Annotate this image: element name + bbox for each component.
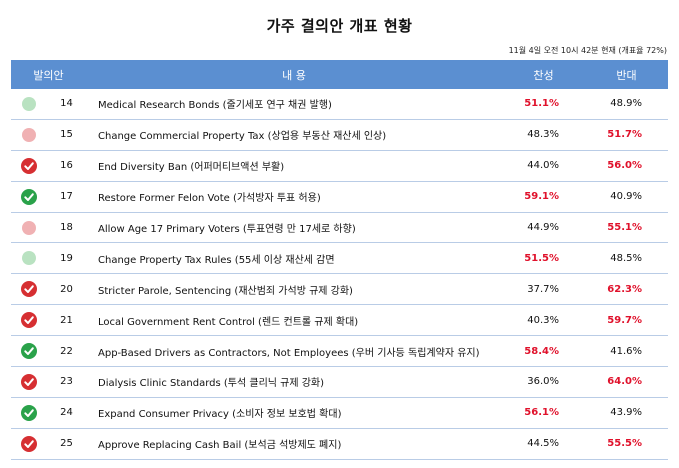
table-row: 22 App-Based Drivers as Contractors, Not … <box>11 336 668 368</box>
check-circle-red-icon <box>11 157 47 174</box>
proposition-name: End Diversity Ban (어퍼머티브액션 부활) <box>98 162 285 174</box>
proposition-number: 25 <box>60 438 73 450</box>
header-proposition: 발의안 <box>33 68 64 82</box>
table-row: 16 End Diversity Ban (어퍼머티브액션 부활) 44.0% 56.… <box>11 151 668 182</box>
table-row: 14 Medical Research Bonds (줄기세포 연구 채권 발행)… <box>11 89 668 120</box>
table-body: 14 Medical Research Bonds (줄기세포 연구 채권 발행)… <box>11 89 668 460</box>
yes-percent: 56.1% <box>524 407 559 419</box>
table-row: 19 Change Property Tax Rules (55세 이상 재산세 … <box>11 243 668 275</box>
light-red-dot-icon <box>11 127 47 142</box>
proposition-number: 24 <box>60 407 73 419</box>
no-percent: 48.9% <box>610 98 642 110</box>
no-percent: 51.7% <box>607 129 642 141</box>
light-green-dot-icon <box>11 251 47 266</box>
no-percent: 41.6% <box>610 345 642 357</box>
light-red-dot-icon <box>11 220 47 235</box>
no-percent: 48.5% <box>610 252 642 264</box>
table-row: 15 Change Commercial Property Tax (상업용 부동… <box>11 120 668 151</box>
check-circle-green-icon <box>11 188 47 205</box>
proposition-name: Stricter Parole, Sentencing (재산범죄 가석방 규제… <box>98 285 353 297</box>
yes-percent: 58.4% <box>524 345 559 357</box>
proposition-number: 19 <box>60 252 73 264</box>
proposition-number: 15 <box>60 129 73 141</box>
yes-percent: 44.9% <box>527 222 559 233</box>
header-content: 내 용 <box>282 68 306 82</box>
proposition-number: 23 <box>60 376 73 388</box>
header-yes: 찬성 <box>533 68 554 82</box>
light-green-dot-icon <box>11 96 47 111</box>
proposition-number: 17 <box>60 191 73 203</box>
no-percent: 56.0% <box>607 160 642 172</box>
proposition-number: 14 <box>60 98 73 110</box>
proposition-name: Change Property Tax Rules (55세 이상 재산세 감면 <box>98 254 335 266</box>
check-circle-red-icon <box>11 312 47 329</box>
yes-percent: 59.1% <box>524 191 559 203</box>
table-row: 21 Local Government Rent Control (렌드 컨트롤 … <box>11 305 668 337</box>
no-percent: 55.5% <box>607 438 642 450</box>
proposition-number: 18 <box>60 222 73 233</box>
no-percent: 40.9% <box>610 191 642 203</box>
check-circle-green-icon <box>11 343 47 360</box>
header-no: 반대 <box>616 68 637 82</box>
check-circle-green-icon <box>11 404 47 421</box>
check-circle-red-icon <box>11 281 47 298</box>
proposition-name: Medical Research Bonds (줄기세포 연구 채권 발행) <box>98 100 332 112</box>
check-circle-red-icon <box>11 373 47 390</box>
table-header: 발의안 내 용 찬성 반대 <box>11 60 668 89</box>
proposition-name: Change Commercial Property Tax (상업용 부동산 … <box>98 131 387 143</box>
proposition-name: Allow Age 17 Primary Voters (투표연령 만 17세로… <box>98 224 356 235</box>
yes-percent: 36.0% <box>527 376 559 388</box>
page-title: 가주 결의안 개표 현황 <box>266 17 413 35</box>
no-percent: 64.0% <box>607 376 642 388</box>
table-row: 24 Expand Consumer Privacy (소비자 정보 보호법 확대… <box>11 398 668 429</box>
proposition-number: 22 <box>60 345 73 357</box>
yes-percent: 44.5% <box>527 438 559 450</box>
yes-percent: 48.3% <box>527 129 559 141</box>
proposition-number: 16 <box>60 160 73 172</box>
no-percent: 62.3% <box>607 283 642 295</box>
table-row: 18 Allow Age 17 Primary Voters (투표연령 만 17… <box>11 213 668 244</box>
no-percent: 55.1% <box>607 222 642 233</box>
proposition-number: 20 <box>60 283 73 295</box>
proposition-name: Approve Replacing Cash Bail (보석금 석방제도 폐지… <box>98 440 342 452</box>
table-row: 25 Approve Replacing Cash Bail (보석금 석방제도 … <box>11 429 668 460</box>
proposition-number: 21 <box>60 314 73 326</box>
no-percent: 59.7% <box>607 314 642 326</box>
no-percent: 43.9% <box>610 407 642 419</box>
proposition-name: Restore Former Felon Vote (가석방자 투표 허용) <box>98 193 321 205</box>
count-status: 11월 4일 오전 10시 42분 현재 (개표율 72%) <box>508 46 667 55</box>
check-circle-red-icon <box>11 435 47 452</box>
yes-percent: 40.3% <box>527 314 559 326</box>
proposition-name: Dialysis Clinic Standards (투석 클리닉 규제 강화) <box>98 378 325 390</box>
proposition-name: Local Government Rent Control (렌드 컨트롤 규제… <box>98 316 359 328</box>
yes-percent: 37.7% <box>527 283 559 295</box>
table-row: 17 Restore Former Felon Vote (가석방자 투표 허용)… <box>11 182 668 213</box>
yes-percent: 44.0% <box>527 160 559 172</box>
results-table: 발의안 내 용 찬성 반대 14 Medical Research Bonds (… <box>11 60 668 460</box>
yes-percent: 51.5% <box>524 252 559 264</box>
table-row: 23 Dialysis Clinic Standards (투석 클리닉 규제 강… <box>11 367 668 398</box>
yes-percent: 51.1% <box>524 98 559 110</box>
proposition-name: App-Based Drivers as Contractors, Not Em… <box>98 347 480 359</box>
table-row: 20 Stricter Parole, Sentencing (재산범죄 가석방 … <box>11 274 668 306</box>
proposition-name: Expand Consumer Privacy (소비자 정보 보호법 확대) <box>98 409 342 421</box>
